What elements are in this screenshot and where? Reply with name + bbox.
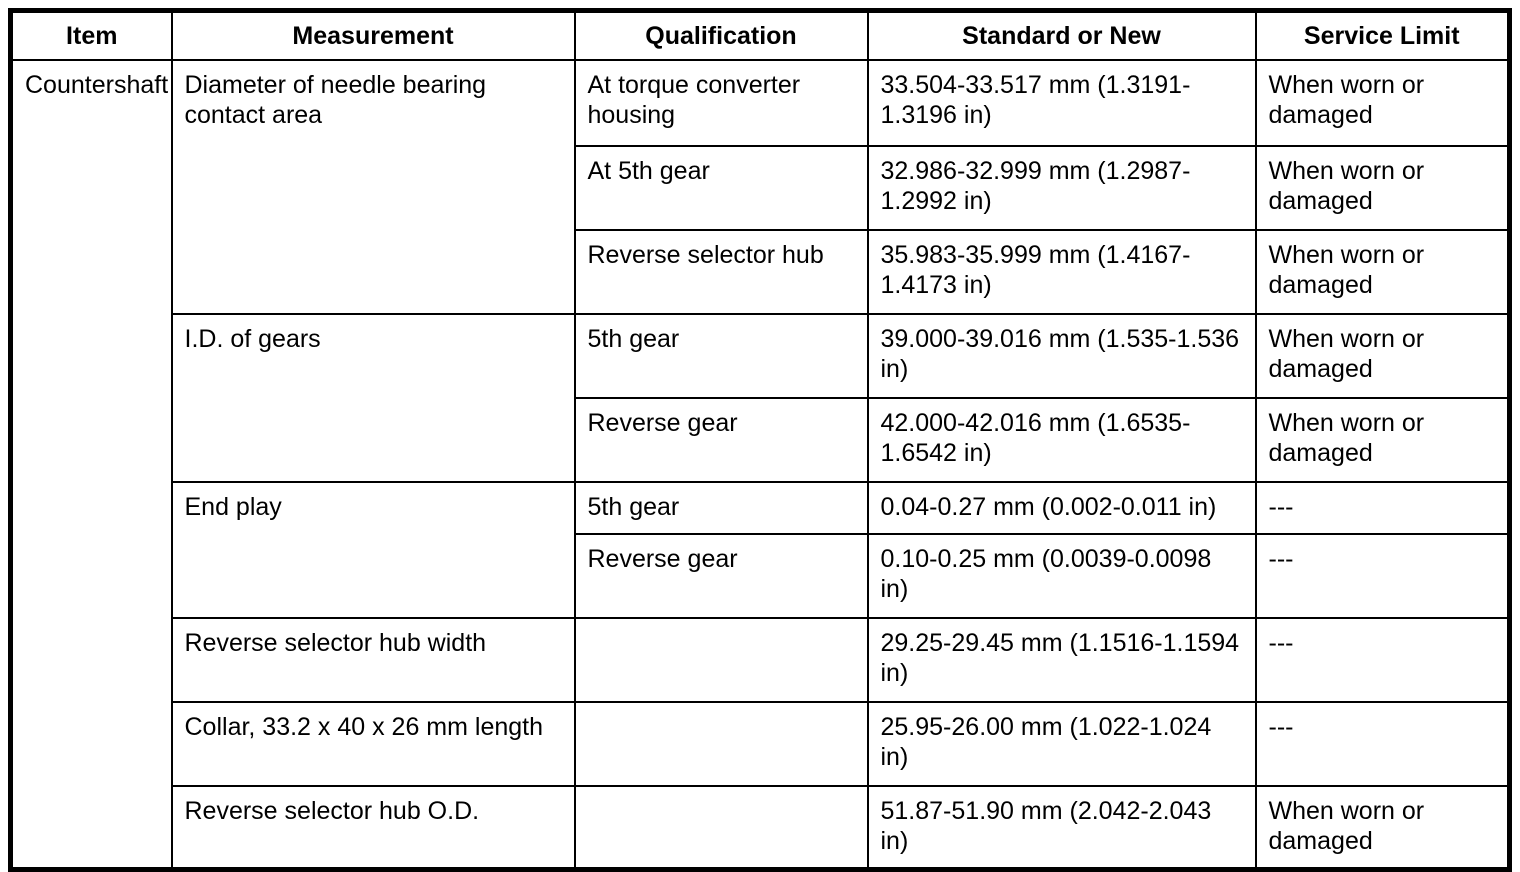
header-standard-or-new: Standard or New — [866, 9, 1257, 61]
header-measurement: Measurement — [170, 9, 576, 61]
cell-standard: 0.10-0.25 mm (0.0039-0.0098 in) — [866, 532, 1257, 619]
cell-service-limit: --- — [1254, 480, 1511, 535]
cell-standard: 32.986-32.999 mm (1.2987-1.2992 in) — [866, 144, 1257, 231]
table-row: Countershaft Diameter of needle bearing … — [9, 58, 1511, 871]
header-row: Item Measurement Qualification Standard … — [9, 9, 1511, 61]
cell-service-limit: When worn or damaged — [1254, 312, 1511, 399]
cell-standard: 39.000-39.016 mm (1.535-1.536 in) — [866, 312, 1257, 399]
table-row: Reverse gear 42.000-42.016 mm (1.6535-1.… — [11, 396, 1511, 483]
table-row: Reverse selector hub O.D. 51.87-51.90 mm… — [11, 784, 1511, 871]
cell-qualification — [573, 784, 869, 871]
cell-qualification — [573, 700, 869, 787]
table-row: Reverse gear 0.10-0.25 mm (0.0039-0.0098… — [11, 532, 1511, 619]
cell-qualification — [573, 616, 869, 703]
cell-measurement: I.D. of gears — [170, 312, 576, 483]
cell-standard: 42.000-42.016 mm (1.6535-1.6542 in) — [866, 396, 1257, 483]
cell-service-limit: When worn or damaged — [1254, 58, 1511, 147]
cell-qualification: Reverse gear — [573, 532, 869, 619]
cell-measurement: Collar, 33.2 x 40 x 26 mm length — [170, 700, 576, 787]
header-qualification: Qualification — [573, 9, 869, 61]
cell-service-limit: When worn or damaged — [1254, 144, 1511, 231]
cell-qualification: Reverse selector hub — [573, 228, 869, 315]
table-row: I.D. of gears 5th gear 39.000-39.016 mm … — [11, 312, 1511, 483]
cell-service-limit: When worn or damaged — [1254, 396, 1511, 483]
cell-measurement: End play — [170, 480, 576, 619]
cell-qualification: At 5th gear — [573, 144, 869, 231]
cell-qualification: At torque converter housing — [573, 58, 869, 147]
cell-standard: 33.504-33.517 mm (1.3191-1.3196 in) — [866, 58, 1257, 147]
cell-service-limit: --- — [1254, 532, 1511, 619]
cell-standard: 51.87-51.90 mm (2.042-2.043 in) — [866, 784, 1257, 871]
cell-measurement: Reverse selector hub width — [170, 616, 576, 703]
cell-service-limit: --- — [1254, 616, 1511, 703]
cell-standard: 35.983-35.999 mm (1.4167-1.4173 in) — [866, 228, 1257, 315]
table-row: Reverse selector hub 35.983-35.999 mm (1… — [11, 228, 1511, 315]
table-row: Reverse selector hub width 29.25-29.45 m… — [11, 616, 1511, 703]
cell-qualification: 5th gear — [573, 312, 869, 399]
table-row: Collar, 33.2 x 40 x 26 mm length 25.95-2… — [11, 700, 1511, 787]
countershaft-spec-table: Item Measurement Qualification Standard … — [8, 8, 1512, 872]
table-row: End play 5th gear 0.04-0.27 mm (0.002-0.… — [11, 480, 1511, 619]
header-service-limit: Service Limit — [1254, 9, 1511, 61]
cell-service-limit: When worn or damaged — [1254, 228, 1511, 315]
cell-measurement: Diameter of needle bearing contact area — [170, 58, 576, 315]
cell-qualification: Reverse gear — [573, 396, 869, 483]
cell-qualification: 5th gear — [573, 480, 869, 535]
cell-service-limit: When worn or damaged — [1254, 784, 1511, 871]
cell-standard: 0.04-0.27 mm (0.002-0.011 in) — [866, 480, 1257, 535]
cell-standard: 25.95-26.00 mm (1.022-1.024 in) — [866, 700, 1257, 787]
cell-item-countershaft: Countershaft — [9, 58, 173, 871]
cell-measurement: Reverse selector hub O.D. — [170, 784, 576, 871]
cell-standard: 29.25-29.45 mm (1.1516-1.1594 in) — [866, 616, 1257, 703]
cell-service-limit: --- — [1254, 700, 1511, 787]
table-row: At 5th gear 32.986-32.999 mm (1.2987-1.2… — [11, 144, 1511, 231]
header-item: Item — [9, 9, 173, 61]
